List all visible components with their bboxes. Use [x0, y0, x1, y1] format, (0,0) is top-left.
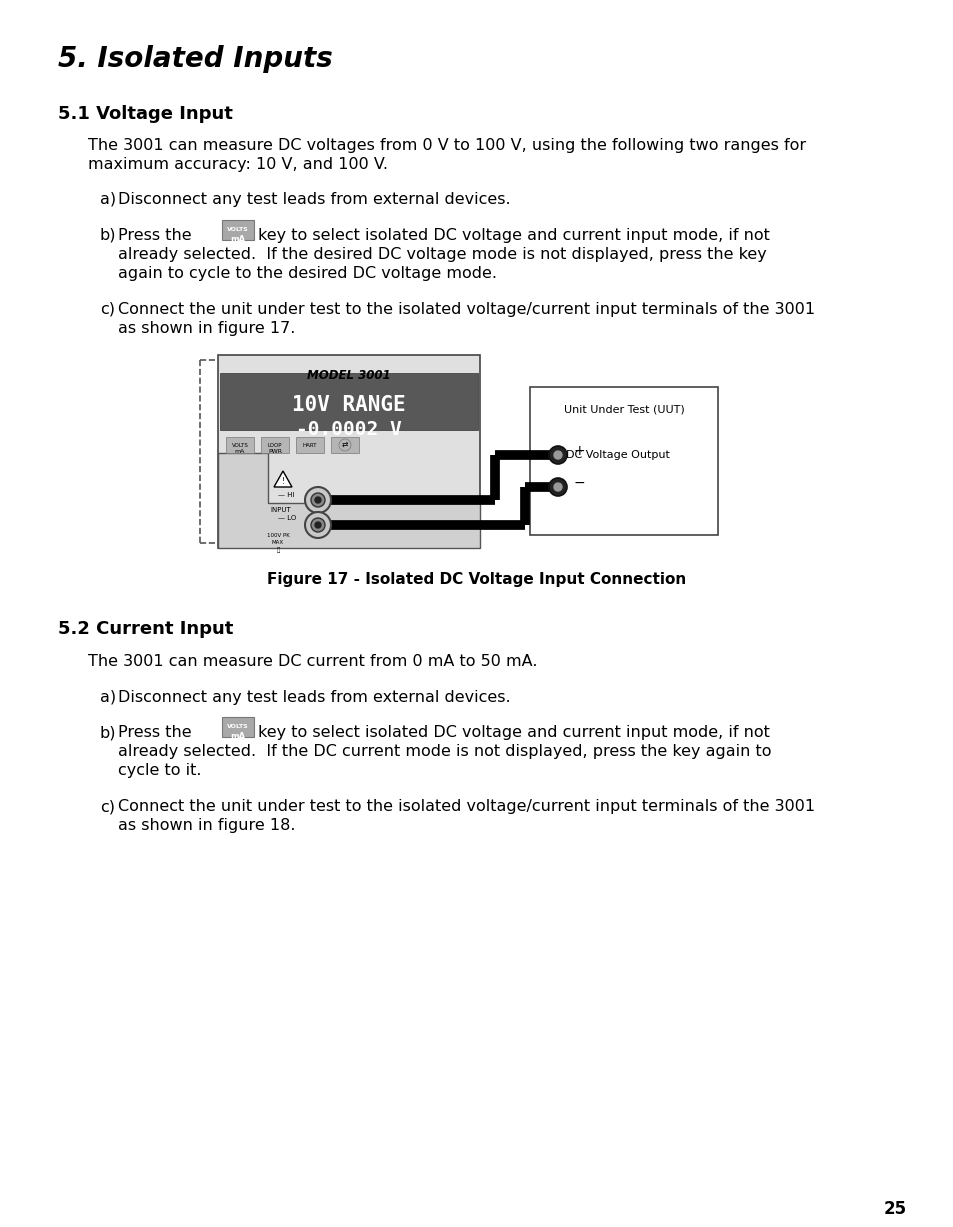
Text: Disconnect any test leads from external devices.: Disconnect any test leads from external …: [118, 690, 510, 706]
Text: 100V PK: 100V PK: [266, 533, 289, 537]
Text: — HI: — HI: [277, 492, 294, 498]
Text: VOLTS: VOLTS: [227, 227, 249, 232]
Text: c): c): [100, 302, 115, 317]
Bar: [226, 437, 253, 453]
Text: mA: mA: [231, 733, 245, 741]
Circle shape: [305, 487, 331, 513]
Text: as shown in figure 17.: as shown in figure 17.: [118, 321, 295, 336]
Circle shape: [554, 483, 561, 491]
Circle shape: [311, 518, 325, 533]
Text: cycle to it.: cycle to it.: [118, 763, 201, 778]
Text: MAX: MAX: [272, 540, 284, 545]
Text: HART: HART: [302, 443, 317, 448]
Text: maximum accuracy: 10 V, and 100 V.: maximum accuracy: 10 V, and 100 V.: [88, 157, 388, 172]
Text: b): b): [100, 228, 116, 243]
Text: already selected.  If the DC current mode is not displayed, press the key again : already selected. If the DC current mode…: [118, 744, 771, 760]
Text: −: −: [574, 476, 585, 490]
Text: ⇄: ⇄: [341, 440, 348, 449]
Text: c): c): [100, 799, 115, 814]
Bar: [295, 437, 324, 453]
Text: — LO: — LO: [277, 515, 296, 521]
Circle shape: [311, 493, 325, 507]
Text: 25: 25: [882, 1200, 905, 1218]
Text: LOOP: LOOP: [268, 443, 282, 448]
Text: ⩶: ⩶: [276, 547, 279, 552]
Text: already selected.  If the desired DC voltage mode is not displayed, press the ke: already selected. If the desired DC volt…: [118, 247, 766, 263]
Text: mA: mA: [231, 236, 245, 244]
Text: INPUT: INPUT: [270, 507, 291, 513]
Bar: [331, 437, 358, 453]
Text: Connect the unit under test to the isolated voltage/current input terminals of t: Connect the unit under test to the isola…: [118, 302, 814, 317]
Bar: [261, 437, 289, 453]
Text: The 3001 can measure DC current from 0 mA to 50 mA.: The 3001 can measure DC current from 0 m…: [88, 654, 537, 669]
Text: 5.1 Voltage Input: 5.1 Voltage Input: [58, 106, 233, 123]
Circle shape: [314, 521, 320, 528]
Text: The 3001 can measure DC voltages from 0 V to 100 V, using the following two rang: The 3001 can measure DC voltages from 0 …: [88, 137, 805, 153]
Text: b): b): [100, 725, 116, 740]
Circle shape: [548, 479, 566, 496]
Text: as shown in figure 18.: as shown in figure 18.: [118, 818, 295, 833]
Text: key to select isolated DC voltage and current input mode, if not: key to select isolated DC voltage and cu…: [257, 228, 769, 243]
Bar: [222, 220, 253, 240]
Text: Press the: Press the: [118, 725, 192, 740]
Bar: [220, 373, 477, 429]
Text: -0.0002 V: -0.0002 V: [295, 420, 401, 439]
Circle shape: [338, 439, 351, 452]
Text: 5. Isolated Inputs: 5. Isolated Inputs: [58, 45, 333, 72]
Text: a): a): [100, 191, 116, 207]
Text: +: +: [574, 444, 585, 458]
Text: Press the: Press the: [118, 228, 192, 243]
Circle shape: [548, 445, 566, 464]
Text: VOLTS: VOLTS: [227, 724, 249, 729]
Bar: [218, 355, 479, 548]
Bar: [222, 717, 253, 737]
Text: VOLTS: VOLTS: [232, 443, 248, 448]
Circle shape: [554, 452, 561, 459]
Text: Unit Under Test (UUT): Unit Under Test (UUT): [563, 405, 683, 415]
Text: Figure 17 - Isolated DC Voltage Input Connection: Figure 17 - Isolated DC Voltage Input Co…: [267, 572, 686, 587]
Text: 5.2 Current Input: 5.2 Current Input: [58, 620, 233, 638]
Text: mA: mA: [234, 449, 245, 454]
Text: again to cycle to the desired DC voltage mode.: again to cycle to the desired DC voltage…: [118, 266, 497, 281]
Polygon shape: [218, 453, 479, 548]
Text: MODEL 3001: MODEL 3001: [307, 369, 391, 382]
Text: key to select isolated DC voltage and current input mode, if not: key to select isolated DC voltage and cu…: [257, 725, 769, 740]
Text: a): a): [100, 690, 116, 706]
Text: Connect the unit under test to the isolated voltage/current input terminals of t: Connect the unit under test to the isola…: [118, 799, 814, 814]
Text: !: !: [281, 477, 284, 486]
Text: 10V RANGE: 10V RANGE: [292, 395, 405, 415]
Text: Disconnect any test leads from external devices.: Disconnect any test leads from external …: [118, 191, 510, 207]
Circle shape: [314, 497, 320, 503]
Circle shape: [305, 512, 331, 537]
Text: PWR: PWR: [268, 449, 282, 454]
Polygon shape: [274, 471, 292, 487]
Bar: [530, 387, 718, 535]
Text: DC Voltage Output: DC Voltage Output: [565, 450, 669, 460]
